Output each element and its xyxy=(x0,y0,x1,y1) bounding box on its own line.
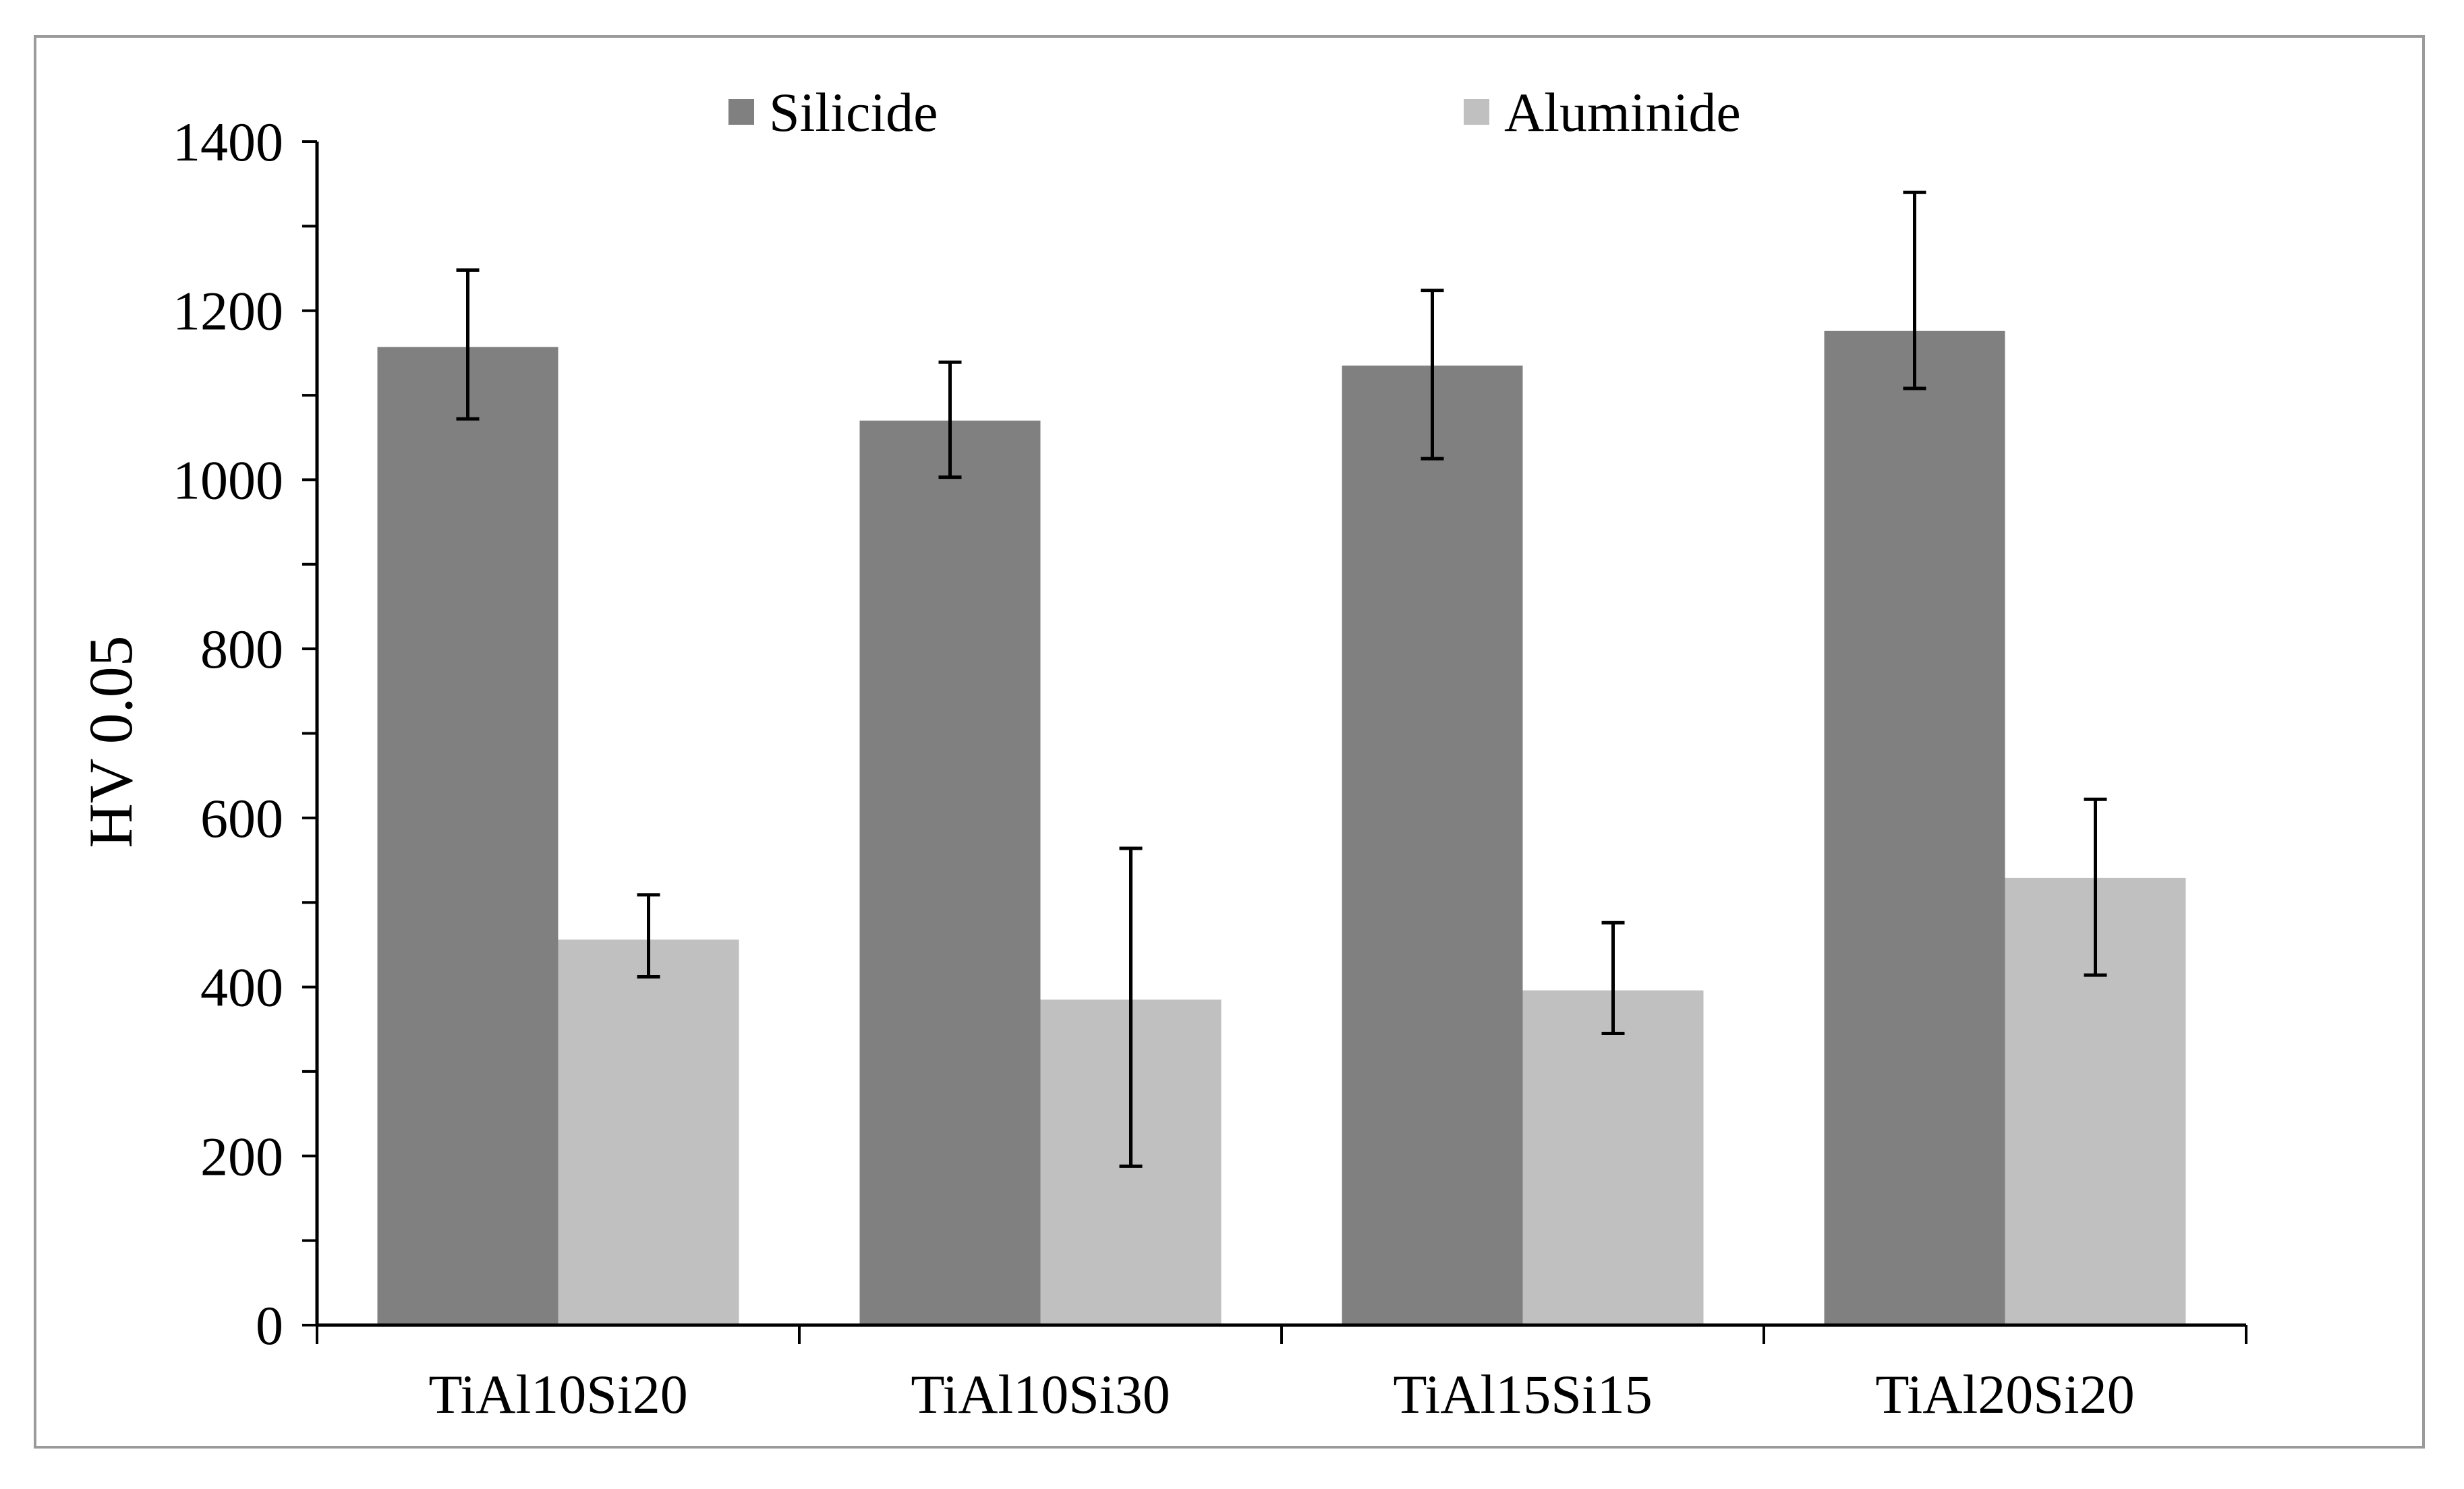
bar-silicide xyxy=(859,420,1041,1325)
y-tick-label: 0 xyxy=(256,1295,283,1356)
bar-aluminide xyxy=(558,939,739,1325)
y-tick-label: 1200 xyxy=(173,281,283,342)
x-category-label: TiAl15Si15 xyxy=(1393,1364,1652,1425)
y-tick-label: 800 xyxy=(200,618,283,680)
y-axis-title: HV 0.05 xyxy=(76,635,145,848)
y-tick-label: 400 xyxy=(200,957,283,1018)
legend-label-silicide: Silicide xyxy=(769,82,938,143)
x-category-label: TiAl20Si20 xyxy=(1875,1364,2134,1425)
y-tick-label: 1400 xyxy=(173,111,283,173)
legend-swatch-silicide xyxy=(728,99,754,125)
bar-aluminide xyxy=(1522,990,1704,1325)
legend-label-aluminide: Aluminide xyxy=(1504,82,1741,143)
bar-silicide xyxy=(1824,330,2005,1325)
bars-layer xyxy=(377,330,2186,1325)
error-bars-layer xyxy=(456,190,2107,1168)
y-tick-label: 1000 xyxy=(173,449,283,510)
bar-silicide xyxy=(1342,366,1523,1325)
x-category-label: TiAl10Si20 xyxy=(428,1364,687,1425)
chart-frame xyxy=(34,35,2425,1449)
legend: Silicide Aluminide xyxy=(728,82,1741,143)
bar-silicide xyxy=(377,347,558,1325)
x-category-label: TiAl10Si30 xyxy=(911,1364,1170,1425)
legend-swatch-aluminide xyxy=(1464,99,1489,125)
y-ticks-layer: 0 200 400 600 800 1000 1200 1400 xyxy=(173,111,317,1356)
x-ticks-layer: TiAl10Si20 TiAl10Si30 TiAl15Si15 TiAl20Si20 xyxy=(316,1325,2247,1425)
y-tick-label: 600 xyxy=(200,788,283,849)
y-tick-label: 200 xyxy=(200,1126,283,1187)
